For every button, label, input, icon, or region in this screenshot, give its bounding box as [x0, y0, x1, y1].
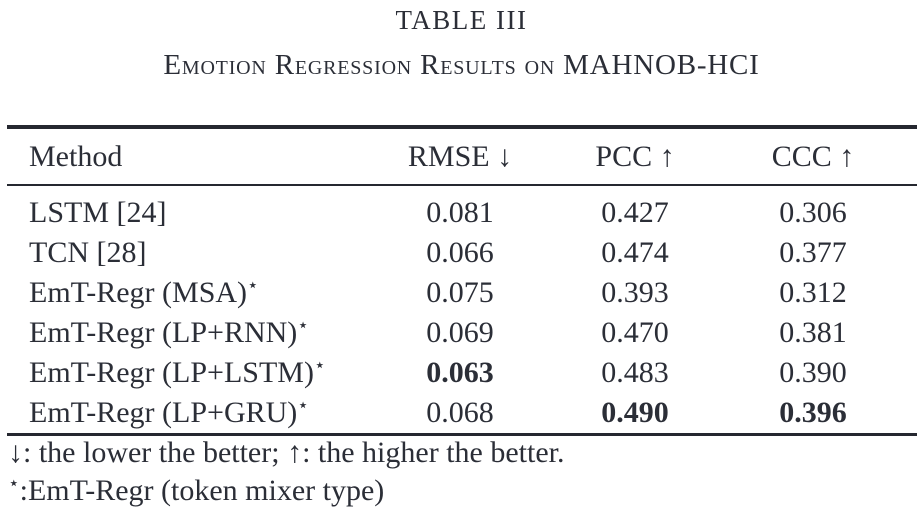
footnote-star: ⋆:EmT-Regr (token mixer type): [8, 473, 908, 507]
pcc-cell-best: 0.490: [601, 396, 669, 429]
column-header-rmse: RMSE ↓: [375, 127, 545, 186]
method-cell: EmT-Regr (MSA)⋆: [7, 273, 375, 313]
table-row: TCN [28] 0.066 0.474 0.377: [7, 233, 917, 273]
table-row: LSTM [24] 0.081 0.427 0.306: [7, 185, 917, 233]
ccc-cell: 0.312: [779, 276, 847, 309]
method-label: LSTM [24]: [29, 196, 167, 229]
ccc-cell: 0.377: [779, 236, 847, 269]
table-row: EmT-Regr (LP+RNN)⋆ 0.069 0.470 0.381: [7, 313, 917, 353]
star-superscript: ⋆: [313, 355, 326, 376]
star-superscript: ⋆: [297, 395, 309, 416]
ccc-cell-best: 0.396: [779, 396, 847, 429]
table-caption-number: TABLE III: [395, 5, 528, 35]
method-label: EmT-Regr (MSA): [29, 276, 248, 309]
ccc-cell: 0.390: [779, 356, 847, 389]
table-caption-title: Emotion Regression Results on MAHNOB-HCI: [163, 49, 760, 81]
method-label: TCN [28]: [29, 236, 147, 269]
results-table: Method RMSE ↓ PCC ↑ CCC ↑ LSTM [24] 0.08…: [7, 125, 917, 436]
method-label: EmT-Regr (LP+LSTM): [29, 356, 314, 389]
star-superscript: ⋆: [297, 315, 309, 336]
method-cell: EmT-Regr (LP+GRU)⋆: [7, 393, 375, 435]
rmse-cell: 0.081: [426, 196, 494, 229]
pcc-cell: 0.483: [601, 356, 669, 389]
table-row: EmT-Regr (MSA)⋆ 0.075 0.393 0.312: [7, 273, 917, 313]
ccc-cell: 0.306: [779, 196, 847, 229]
method-label: EmT-Regr (LP+GRU): [29, 396, 298, 429]
method-label: EmT-Regr (LP+RNN): [29, 316, 298, 349]
table-row: EmT-Regr (LP+LSTM)⋆ 0.063 0.483 0.390: [7, 353, 917, 393]
table-header-row: Method RMSE ↓ PCC ↑ CCC ↑: [7, 127, 917, 186]
pcc-cell: 0.470: [601, 316, 669, 349]
rmse-cell: 0.069: [426, 316, 494, 349]
footnote-arrows: ↓: the lower the better; ↑: the higher t…: [8, 436, 565, 469]
footnote-star-text: :EmT-Regr (token mixer type): [19, 474, 385, 507]
pcc-cell: 0.393: [601, 276, 669, 309]
star-superscript: ⋆: [247, 275, 259, 296]
rmse-cell: 0.066: [426, 236, 494, 269]
column-header-method: Method: [7, 127, 375, 186]
column-header-pcc: PCC ↑: [545, 127, 725, 186]
pcc-cell: 0.474: [601, 236, 669, 269]
column-header-ccc: CCC ↑: [725, 127, 917, 186]
method-cell: EmT-Regr (LP+RNN)⋆: [7, 313, 375, 353]
method-cell: LSTM [24]: [7, 185, 375, 233]
pcc-cell: 0.427: [601, 196, 669, 229]
table-row: EmT-Regr (LP+GRU)⋆ 0.068 0.490 0.396: [7, 393, 917, 435]
method-cell: EmT-Regr (LP+LSTM)⋆: [7, 353, 375, 393]
method-cell: TCN [28]: [7, 233, 375, 273]
rmse-cell: 0.068: [426, 396, 494, 429]
rmse-cell-best: 0.063: [426, 356, 494, 389]
rmse-cell: 0.075: [426, 276, 494, 309]
ccc-cell: 0.381: [779, 316, 847, 349]
star-superscript: ⋆: [8, 473, 20, 494]
